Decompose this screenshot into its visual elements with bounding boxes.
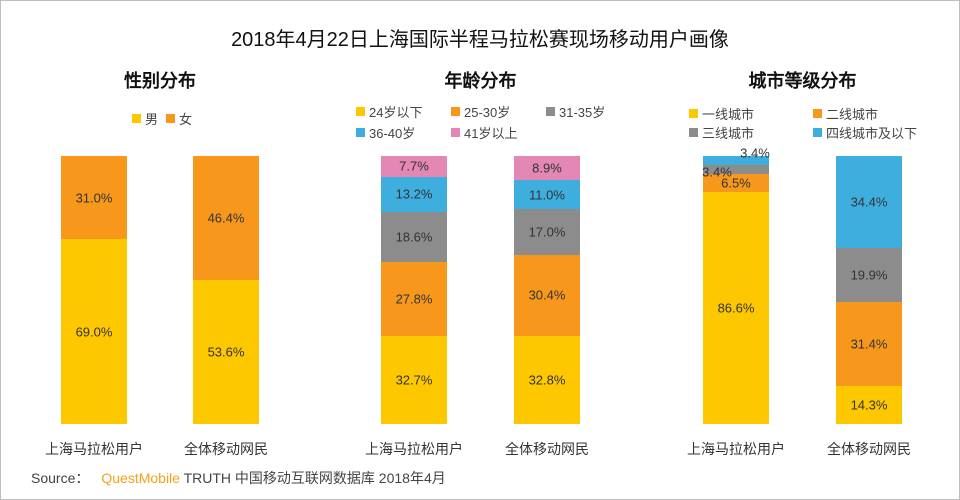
data-label: 8.9% xyxy=(532,160,562,176)
bar-segment xyxy=(514,254,580,337)
legend-label: 二线城市 xyxy=(826,107,879,122)
bar-segment xyxy=(61,156,127,240)
category-label: 上海马拉松用户 xyxy=(687,441,785,457)
legend-item: 31-35岁 xyxy=(546,102,605,121)
data-label: 32.7% xyxy=(395,372,433,388)
bar-segment xyxy=(193,280,259,424)
data-label: 11.0% xyxy=(529,187,565,203)
bar-segment xyxy=(703,191,769,424)
category-label: 全体移动网民 xyxy=(184,441,268,457)
legend-label: 41岁以上 xyxy=(464,126,518,141)
bar-segment xyxy=(836,156,902,249)
data-label: 30.4% xyxy=(528,287,566,303)
legend-item: 41岁以上 xyxy=(451,123,517,142)
data-label: 13.2% xyxy=(395,186,433,202)
legend-item: 一线城市 xyxy=(689,104,754,123)
bar-segment xyxy=(836,248,902,302)
subchart-title: 城市等级分布 xyxy=(748,71,857,91)
legend-swatch xyxy=(166,114,175,123)
bar-segment xyxy=(514,156,580,180)
bar-segment xyxy=(836,385,902,424)
source-note: Source： QuestMobile TRUTH 中国移动互联网数据库 2018… xyxy=(31,468,446,488)
data-label: 86.6% xyxy=(717,300,755,316)
legend-item: 25-30岁 xyxy=(451,102,510,121)
data-label: 53.6% xyxy=(207,344,245,360)
legend-item: 三线城市 xyxy=(689,123,754,142)
bar-segment xyxy=(381,261,447,337)
legend-item: 36-40岁 xyxy=(356,123,415,142)
legend-label: 四线城市及以下 xyxy=(826,126,918,141)
data-label: 46.4% xyxy=(207,210,245,226)
bar-segment xyxy=(836,301,902,386)
data-label: 18.6% xyxy=(395,229,433,245)
bar-segment xyxy=(703,156,769,166)
data-label: 31.4% xyxy=(850,336,888,352)
legend-item: 男 xyxy=(132,109,158,128)
legend-label: 男 xyxy=(145,112,159,127)
category-label: 上海马拉松用户 xyxy=(365,441,463,457)
legend-swatch xyxy=(813,128,822,137)
brand-name: QuestMobile xyxy=(101,470,180,486)
legend-item: 女 xyxy=(166,109,192,128)
bar-segment xyxy=(381,212,447,262)
legend-item: 二线城市 xyxy=(813,104,878,123)
legend-label: 25-30岁 xyxy=(464,105,511,120)
data-label: 32.8% xyxy=(528,372,566,388)
legend-swatch xyxy=(813,109,822,118)
legend-swatch xyxy=(451,128,460,137)
data-label: 27.8% xyxy=(395,291,433,307)
legend-swatch xyxy=(689,128,698,137)
data-label: 34.4% xyxy=(850,194,888,210)
main-title: 2018年4月22日上海国际半程马拉松赛现场移动用户画像 xyxy=(231,29,729,51)
subchart-title: 性别分布 xyxy=(124,71,196,91)
data-label: 19.9% xyxy=(850,267,888,283)
source-text: TRUTH 中国移动互联网数据库 2018年4月 xyxy=(183,470,446,486)
bar-segment xyxy=(61,239,127,424)
bar-segment xyxy=(381,336,447,424)
bar-segment xyxy=(703,165,769,175)
legend-item: 四线城市及以下 xyxy=(813,123,917,142)
bar-segment xyxy=(514,336,580,424)
bar-segment xyxy=(703,174,769,192)
legend-item: 24岁以下 xyxy=(356,102,422,121)
bar-segment xyxy=(381,156,447,177)
legend-label: 三线城市 xyxy=(702,126,755,141)
bar-segment xyxy=(193,156,259,281)
subchart-title: 年龄分布 xyxy=(444,71,517,91)
category-label: 上海马拉松用户 xyxy=(45,441,143,457)
legend-swatch xyxy=(689,109,698,118)
legend-swatch xyxy=(451,107,460,116)
legend-label: 31-35岁 xyxy=(559,105,606,120)
legend-swatch xyxy=(356,107,365,116)
data-label: 17.0% xyxy=(528,224,566,240)
bar-segment xyxy=(514,209,580,255)
bar-segment xyxy=(514,179,580,210)
category-label: 全体移动网民 xyxy=(827,441,911,457)
legend-label: 24岁以下 xyxy=(369,105,423,120)
data-label: 31.0% xyxy=(75,190,113,206)
data-label: 14.3% xyxy=(850,397,888,413)
legend-swatch xyxy=(356,128,365,137)
data-label: 3.4% xyxy=(740,145,770,161)
legend-swatch xyxy=(132,114,141,123)
source-label: Source： xyxy=(31,470,90,486)
data-label: 7.7% xyxy=(399,158,429,174)
legend-label: 女 xyxy=(179,112,193,127)
category-label: 全体移动网民 xyxy=(505,441,589,457)
data-label: 69.0% xyxy=(75,324,113,340)
data-label: 6.5% xyxy=(721,175,751,191)
bar-segment xyxy=(381,176,447,212)
legend-swatch xyxy=(546,107,555,116)
legend-label: 一线城市 xyxy=(702,107,755,122)
legend-label: 36-40岁 xyxy=(369,126,416,141)
data-label: 3.4% xyxy=(702,164,732,180)
